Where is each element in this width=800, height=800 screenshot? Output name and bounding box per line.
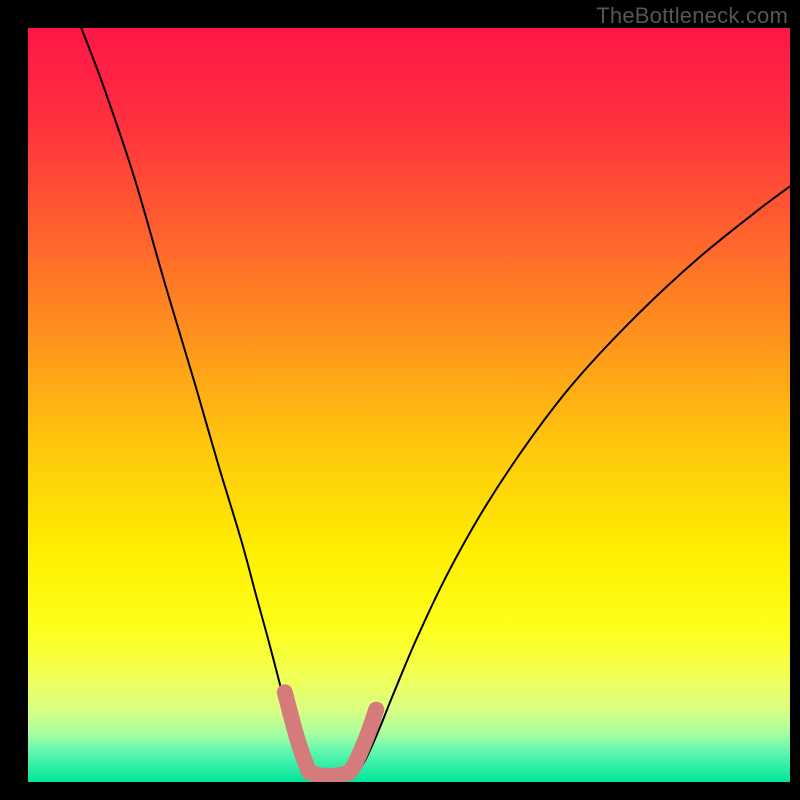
plot-area [28,28,790,782]
gradient-background [28,28,790,782]
watermark-text: TheBottleneck.com [596,3,788,29]
chart-svg [28,28,790,782]
